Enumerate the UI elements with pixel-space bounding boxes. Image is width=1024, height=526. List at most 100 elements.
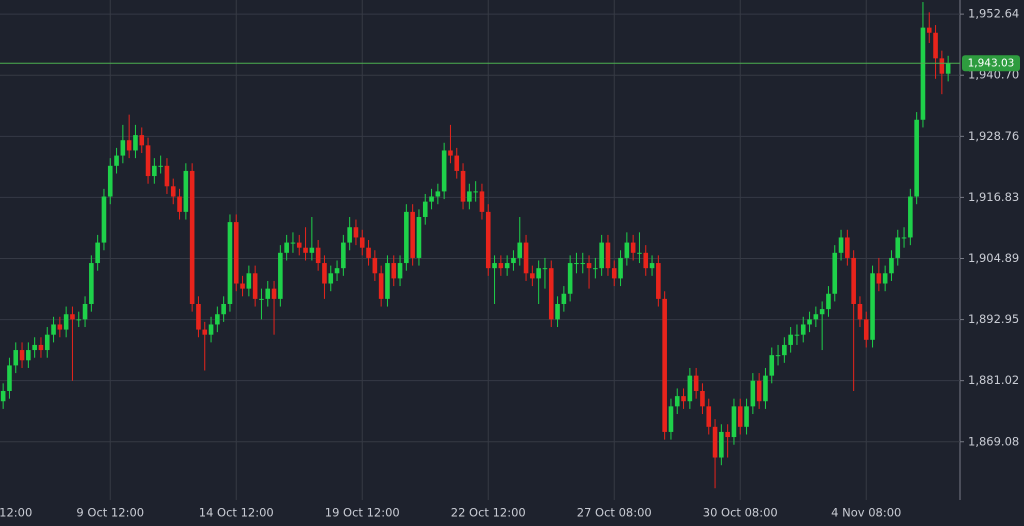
- x-tick-label: 30 Oct 08:00: [703, 506, 778, 520]
- candle-body: [385, 263, 390, 299]
- y-tick-label: 1,892.95: [968, 312, 1019, 326]
- candle-body: [353, 227, 359, 238]
- candle-body: [517, 242, 523, 258]
- candle-body: [870, 273, 875, 340]
- candle-body: [908, 196, 913, 238]
- candle-body: [498, 263, 504, 269]
- candle-body: [630, 242, 636, 253]
- candle-body: [448, 150, 453, 156]
- candle-body: [819, 309, 825, 315]
- candle-body: [309, 247, 315, 253]
- candle-body: [290, 242, 296, 244]
- candle-body: [170, 186, 176, 197]
- candle-body: [233, 222, 239, 284]
- candle-body: [44, 334, 50, 351]
- candle-body: [366, 247, 371, 258]
- candle-body: [567, 263, 573, 294]
- candle-body: [315, 247, 321, 264]
- candle-body: [763, 375, 768, 402]
- candle-body: [920, 27, 926, 120]
- candle-body: [240, 283, 245, 289]
- candle-body: [945, 63, 951, 74]
- y-tick-label: 1,916.83: [968, 190, 1019, 204]
- candle-body: [744, 406, 749, 427]
- candle-body: [404, 211, 409, 264]
- candle-body: [731, 406, 737, 438]
- candle-body: [101, 196, 107, 243]
- candle-body: [511, 257, 516, 264]
- candle-body: [114, 155, 119, 166]
- candle-body: [341, 242, 346, 269]
- candle-body: [611, 268, 617, 279]
- candle-body: [435, 191, 441, 197]
- candle-body: [876, 273, 882, 284]
- candle-body: [485, 211, 491, 269]
- x-tick-label: 14 Oct 12:00: [199, 506, 274, 520]
- candle-body: [838, 237, 844, 253]
- candle-body: [38, 344, 44, 351]
- candle-body: [863, 319, 869, 340]
- candle-body: [555, 303, 560, 320]
- candle-body: [687, 375, 693, 402]
- candle-body: [933, 32, 938, 59]
- candle-body: [586, 263, 592, 269]
- candle-body: [467, 191, 472, 202]
- candle-body: [845, 237, 850, 258]
- candle-body: [479, 191, 485, 212]
- candle-body: [882, 273, 888, 284]
- candle-body: [391, 263, 397, 279]
- y-tick-label: 1,952.64: [968, 7, 1019, 21]
- candle-body: [536, 268, 541, 279]
- candle-body: [737, 406, 743, 427]
- candle-body: [542, 268, 548, 270]
- candle-body: [271, 288, 277, 299]
- candle-body: [89, 263, 94, 304]
- candle-body: [637, 252, 642, 254]
- candle-body: [857, 303, 863, 320]
- candle-body: [504, 263, 510, 269]
- x-tick-label: 9 Oct 12:00: [76, 506, 144, 520]
- candle-body: [334, 268, 340, 274]
- candle-body: [70, 314, 75, 320]
- candle-body: [548, 268, 554, 320]
- candle-body: [378, 273, 384, 299]
- candle-body: [303, 247, 308, 253]
- candle-body: [63, 314, 69, 330]
- candle-body: [769, 355, 775, 376]
- candle-body: [662, 298, 667, 432]
- candle-body: [939, 58, 945, 74]
- candle-body: [599, 242, 604, 269]
- candle-body: [322, 263, 327, 284]
- candle-body: [397, 263, 403, 279]
- candle-body: [656, 263, 661, 299]
- candle-body: [668, 406, 674, 432]
- candle-body: [183, 170, 189, 212]
- candle-body: [889, 257, 894, 274]
- candle-body: [895, 237, 901, 258]
- candle-body: [901, 237, 907, 239]
- candle-body: [265, 288, 271, 299]
- candle-body: [215, 314, 220, 325]
- candle-body: [580, 263, 586, 265]
- candle-body: [422, 201, 428, 217]
- x-tick-label: 27 Oct 08:00: [577, 506, 652, 520]
- candle-body: [530, 273, 535, 279]
- candle-body: [605, 242, 611, 269]
- x-tick-label: 22 Oct 12:00: [451, 506, 526, 520]
- candle-body: [756, 380, 762, 402]
- candle-body: [82, 303, 88, 320]
- candle-body: [347, 227, 352, 243]
- candle-body: [76, 319, 82, 321]
- candle-body: [593, 268, 598, 270]
- candle-body: [139, 135, 145, 146]
- candle-body: [26, 350, 31, 361]
- y-tick-label: 1,881.02: [968, 373, 1019, 387]
- candle-body: [189, 170, 195, 304]
- candle-body: [706, 406, 712, 427]
- candle-body: [252, 273, 258, 299]
- candle-body: [788, 334, 793, 345]
- candle-body: [674, 396, 680, 407]
- candle-body: [328, 273, 334, 284]
- candle-body: [813, 314, 819, 320]
- candle-body: [926, 27, 932, 33]
